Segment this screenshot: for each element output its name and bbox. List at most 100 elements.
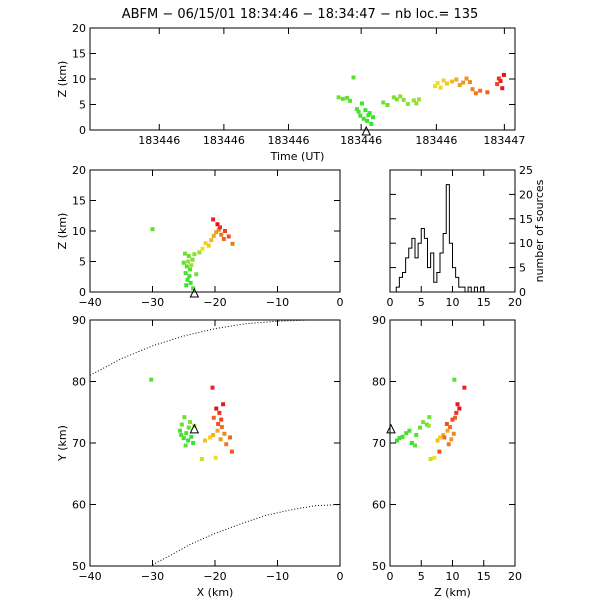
source-point	[444, 421, 449, 426]
source-point	[452, 377, 457, 382]
x-tick-label: −40	[78, 296, 101, 309]
source-point	[445, 428, 450, 433]
source-point	[354, 107, 359, 112]
x-tick-label: 0	[337, 570, 344, 583]
source-point	[221, 236, 226, 241]
source-point	[197, 250, 202, 255]
source-point	[360, 101, 364, 106]
x-tick-label: 5	[418, 296, 425, 309]
x-tick-label: 20	[508, 296, 522, 309]
x-axis-label: Z (km)	[434, 586, 471, 599]
source-point	[385, 103, 390, 108]
x-altitude-panel: 0 5 10 15 20 −40 −30 −20 −10 0 Z (km)	[56, 164, 344, 309]
source-point	[428, 456, 433, 461]
source-point	[186, 425, 191, 430]
source-point	[467, 80, 472, 85]
x-axis-label: Time (UT)	[270, 150, 325, 163]
source-point	[219, 417, 224, 422]
source-point	[394, 438, 399, 443]
source-point	[183, 443, 188, 448]
source-point	[215, 222, 220, 227]
x-tick-label: 15	[477, 570, 491, 583]
x-tick-label: −10	[266, 296, 289, 309]
source-point	[179, 433, 184, 438]
source-point	[445, 81, 449, 86]
x-tick-label: 183446	[340, 134, 382, 147]
source-point	[449, 437, 454, 442]
x-tick-label: 183447	[483, 134, 525, 147]
source-point	[189, 263, 194, 268]
range-ring	[152, 504, 341, 566]
x-tick-label: −20	[203, 570, 226, 583]
source-point	[188, 267, 192, 272]
source-point	[413, 443, 417, 448]
x-tick-label: −30	[141, 296, 164, 309]
source-point	[398, 94, 403, 99]
source-point	[150, 227, 155, 232]
x-tick-label: 0	[387, 570, 394, 583]
x-tick-label: −30	[141, 570, 164, 583]
source-point	[455, 402, 460, 407]
plot-frame-2	[389, 169, 516, 293]
source-point	[230, 241, 235, 246]
x-tick-label: 183446	[203, 134, 245, 147]
source-point	[391, 95, 396, 100]
range-ring	[89, 319, 340, 376]
source-point	[405, 101, 410, 106]
source-point	[219, 425, 224, 430]
source-point	[411, 98, 416, 103]
source-point	[501, 72, 506, 77]
source-point	[191, 286, 196, 291]
source-point	[500, 86, 505, 91]
source-point	[435, 438, 440, 443]
station-marker	[189, 423, 200, 434]
source-point	[442, 435, 447, 440]
y-axis-label: Z (km)	[56, 61, 69, 98]
source-point	[183, 251, 187, 256]
y-tick-label: 70	[372, 437, 386, 450]
plan-view-panel: 50 60 70 80 90 −40 −30 −20 −10 0 X (km) Y (km)	[56, 314, 344, 599]
source-point	[438, 85, 443, 90]
source-point	[340, 96, 345, 101]
y-tick-label: 20	[519, 188, 533, 201]
station-marker	[361, 125, 372, 136]
source-point	[478, 88, 483, 93]
source-point	[211, 217, 216, 222]
source-point	[216, 421, 221, 426]
source-point	[149, 377, 154, 382]
source-point	[470, 87, 475, 92]
y-tick-label: 5	[79, 99, 86, 112]
source-point	[211, 433, 216, 438]
source-point	[495, 82, 500, 87]
y-tick-label: 60	[72, 499, 86, 512]
y-tick-label: 70	[72, 437, 86, 450]
y-tick-label: 15	[519, 213, 533, 226]
source-point	[211, 415, 216, 420]
source-point	[208, 435, 212, 440]
y-tick-label: 80	[72, 376, 86, 389]
y-tick-label: 90	[372, 314, 386, 327]
source-point	[451, 431, 456, 436]
source-point	[437, 449, 442, 454]
x-axis-label: X (km)	[197, 586, 234, 599]
x-tick-label: 183446	[415, 134, 457, 147]
source-point	[203, 438, 207, 443]
source-point	[186, 254, 191, 259]
source-point	[190, 257, 195, 262]
source-point	[184, 283, 189, 288]
x-tick-label: 15	[477, 296, 491, 309]
source-point	[394, 97, 399, 102]
source-point	[188, 420, 192, 425]
source-point	[182, 415, 187, 420]
source-point	[461, 80, 466, 85]
source-point	[200, 246, 205, 251]
source-point	[345, 95, 350, 100]
source-point	[214, 406, 219, 411]
x-tick-label: 5	[418, 570, 425, 583]
source-point	[224, 442, 229, 447]
source-point	[229, 449, 234, 454]
source-point	[186, 438, 191, 443]
source-point	[356, 109, 361, 114]
